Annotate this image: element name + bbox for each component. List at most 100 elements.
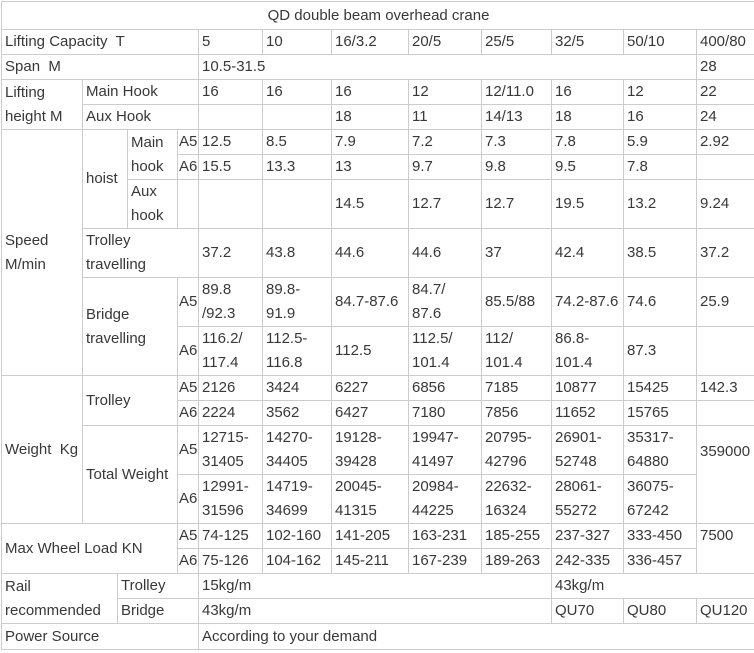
- weight-trolley-a6-label: A6: [178, 401, 199, 426]
- weight-trolley-a6-1: 3562: [263, 401, 332, 426]
- lh-aux-0: [199, 105, 263, 130]
- capacity-value-5: 32/5: [552, 30, 624, 55]
- lh-main-5: 16: [552, 80, 624, 105]
- speed-bridge-a5-0: 89.8 /92.3: [199, 278, 263, 327]
- span-row: Span M 10.5-31.5 28: [2, 55, 754, 80]
- capacity-value-0: 5: [199, 30, 263, 55]
- speed-trolley-6: 38.5: [624, 229, 697, 278]
- total-weight-a6-0: 12991- 31596: [199, 475, 263, 524]
- lh-main-7: 22: [697, 80, 754, 105]
- total-weight-a6-5: 28061- 55272: [552, 475, 624, 524]
- weight-trolley-a6-3: 7180: [409, 401, 482, 426]
- speed-main-a6-7: [697, 155, 754, 180]
- speed-main-a6-4: 9.8: [482, 155, 552, 180]
- rail-trolley-row: Rail recommended Trolley 15kg/m 43kg/m: [2, 574, 754, 599]
- weight-trolley-a5-2: 6227: [332, 376, 409, 401]
- speed-aux-6: 13.2: [624, 180, 697, 229]
- lifting-height-main-hook-row: Lifting height M Main Hook 16 16 16 12 1…: [2, 80, 754, 105]
- speed-aux-2: 14.5: [332, 180, 409, 229]
- power-source-row: Power Source According to your demand: [2, 624, 754, 650]
- weight-trolley-a5-row: Weight Kg Trolley A5 2126 3424 6227 6856…: [2, 376, 754, 401]
- speed-main-a5-label: A5: [178, 130, 199, 155]
- speed-main-a6-label: A6: [178, 155, 199, 180]
- capacity-value-4: 25/5: [482, 30, 552, 55]
- speed-bridge-a5-4: 85.5/88: [482, 278, 552, 327]
- trolley-travelling-label: Trolley travelling: [83, 229, 199, 278]
- weight-trolley-a5-4: 7185: [482, 376, 552, 401]
- weight-trolley-label: Trolley: [83, 376, 178, 426]
- bridge-travelling-label: Bridge travelling: [83, 278, 178, 376]
- total-weight-label: Total Weight: [83, 426, 178, 524]
- table-title: QD double beam overhead crane: [2, 2, 754, 30]
- empty-cell: [178, 180, 199, 229]
- speed-bridge-a6-6: 87.3: [624, 327, 697, 376]
- total-weight-a5-4: 20795- 42796: [482, 426, 552, 475]
- bridge-a6-label: A6: [178, 327, 199, 376]
- total-weight-a6-2: 20045- 41315: [332, 475, 409, 524]
- weight-trolley-a6-0: 2224: [199, 401, 263, 426]
- capacity-value-2: 16/3.2: [332, 30, 409, 55]
- lh-aux-6: 16: [624, 105, 697, 130]
- max-wheel-a5-4: 185-255: [482, 524, 552, 549]
- capacity-row: Lifting Capacity T 5 10 16/3.2 20/5 25/5…: [2, 30, 754, 55]
- lifting-height-aux-hook-row: Aux Hook 18 11 14/13 18 16 24: [2, 105, 754, 130]
- speed-trolley-2: 44.6: [332, 229, 409, 278]
- total-weight-a5-6: 35317- 64880: [624, 426, 697, 475]
- speed-main-a5-7: 2.92: [697, 130, 754, 155]
- weight-trolley-a6-5: 11652: [552, 401, 624, 426]
- max-wheel-last-value: 7500: [697, 524, 754, 574]
- speed-trolley-7: 37.2: [697, 229, 754, 278]
- speed-bridge-a6-3: 112.5/ 101.4: [409, 327, 482, 376]
- max-wheel-a5-1: 102-160: [263, 524, 332, 549]
- speed-trolley-1: 43.8: [263, 229, 332, 278]
- weight-label: Weight Kg: [2, 376, 83, 524]
- speed-aux-5: 19.5: [552, 180, 624, 229]
- weight-trolley-a5-3: 6856: [409, 376, 482, 401]
- max-wheel-a6-1: 104-162: [263, 549, 332, 574]
- speed-main-a6-0: 15.5: [199, 155, 263, 180]
- capacity-label: Lifting Capacity T: [2, 30, 199, 55]
- speed-main-hook-a5-row: Speed M/min hoist Main hook A5 12.5 8.5 …: [2, 130, 754, 155]
- bridge-travelling-a5-row: Bridge travelling A5 89.8 /92.3 89.8-91.…: [2, 278, 754, 327]
- speed-bridge-a6-7: [697, 327, 754, 376]
- total-weight-a6-6: 36075- 67242: [624, 475, 697, 524]
- lh-aux-2: 18: [332, 105, 409, 130]
- max-wheel-a6-4: 189-263: [482, 549, 552, 574]
- speed-bridge-a5-2: 84.7-87.6: [332, 278, 409, 327]
- speed-bridge-a6-0: 116.2/ 117.4: [199, 327, 263, 376]
- weight-trolley-a5-1: 3424: [263, 376, 332, 401]
- title-row: QD double beam overhead crane: [2, 2, 754, 30]
- weight-trolley-a6-4: 7856: [482, 401, 552, 426]
- total-weight-a6-1: 14719- 34699: [263, 475, 332, 524]
- max-wheel-a6-3: 167-239: [409, 549, 482, 574]
- lh-aux-3: 11: [409, 105, 482, 130]
- span-last-value: 28: [697, 55, 754, 80]
- speed-trolley-4: 37: [482, 229, 552, 278]
- rail-bridge-qu70: QU70: [552, 599, 624, 624]
- total-weight-a6-3: 20984- 44225: [409, 475, 482, 524]
- speed-main-a6-1: 13.3: [263, 155, 332, 180]
- total-weight-a5-2: 19128- 39428: [332, 426, 409, 475]
- speed-aux-1: [263, 180, 332, 229]
- total-weight-a5-0: 12715- 31405: [199, 426, 263, 475]
- max-wheel-a6-5: 242-335: [552, 549, 624, 574]
- capacity-value-1: 10: [263, 30, 332, 55]
- lh-main-4: 12/11.0: [482, 80, 552, 105]
- max-wheel-a6-2: 145-211: [332, 549, 409, 574]
- total-weight-last-value: 359000: [697, 426, 754, 524]
- rail-bridge-qu120: QU120: [697, 599, 754, 624]
- speed-main-a5-6: 5.9: [624, 130, 697, 155]
- weight-trolley-a5-0: 2126: [199, 376, 263, 401]
- total-weight-a5-1: 14270- 34405: [263, 426, 332, 475]
- weight-trolley-a5-6: 15425: [624, 376, 697, 401]
- lifting-height-label: Lifting height M: [2, 80, 83, 130]
- total-weight-a5-5: 26901- 52748: [552, 426, 624, 475]
- speed-bridge-a5-5: 74.2-87.6: [552, 278, 624, 327]
- speed-main-a5-0: 12.5: [199, 130, 263, 155]
- trolley-travelling-row: Trolley travelling 37.2 43.8 44.6 44.6 3…: [2, 229, 754, 278]
- speed-bridge-a5-3: 84.7/ 87.6: [409, 278, 482, 327]
- lh-main-0: 16: [199, 80, 263, 105]
- max-wheel-a6-label: A6: [178, 549, 199, 574]
- capacity-value-6: 50/10: [624, 30, 697, 55]
- speed-bridge-a5-1: 89.8-91.9: [263, 278, 332, 327]
